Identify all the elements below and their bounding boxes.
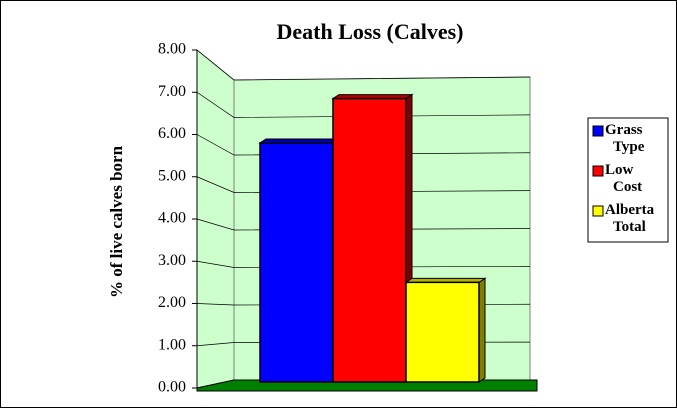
bar bbox=[259, 142, 334, 383]
grid-line bbox=[196, 218, 531, 231]
y-tick-label: 2.00 bbox=[158, 294, 186, 311]
y-tick-label: 5.00 bbox=[158, 167, 186, 184]
y-tick-label: 4.00 bbox=[158, 210, 186, 227]
legend-label: Low Cost bbox=[605, 162, 642, 195]
y-axis-label: % of live calves born bbox=[107, 145, 126, 298]
y-tick-label: 6.00 bbox=[158, 125, 186, 142]
grid-line bbox=[196, 49, 531, 81]
bar bbox=[405, 281, 480, 383]
bar bbox=[332, 97, 407, 383]
y-tick-label: 8.00 bbox=[158, 41, 186, 58]
legend-label: Grass Type bbox=[605, 122, 646, 155]
y-tick-label: 0.00 bbox=[158, 379, 186, 396]
grid-line bbox=[196, 91, 531, 118]
chart-title: Death Loss (Calves) bbox=[277, 19, 464, 44]
y-tick-label: 7.00 bbox=[158, 83, 186, 100]
grid-line bbox=[196, 134, 531, 156]
legend-swatch bbox=[592, 165, 604, 177]
legend: Grass Type Low Cost Alberta Total bbox=[587, 117, 669, 243]
legend-label: Alberta Total bbox=[605, 202, 658, 235]
grid-line bbox=[196, 260, 531, 268]
y-tick-label: 1.00 bbox=[158, 336, 186, 353]
y-tick-label: 3.00 bbox=[158, 252, 186, 269]
left-wall bbox=[196, 48, 235, 389]
legend-box bbox=[587, 117, 669, 243]
legend-swatch bbox=[592, 205, 604, 217]
grid-line bbox=[196, 176, 531, 193]
bar-side bbox=[478, 277, 486, 383]
legend-swatch bbox=[592, 125, 604, 137]
